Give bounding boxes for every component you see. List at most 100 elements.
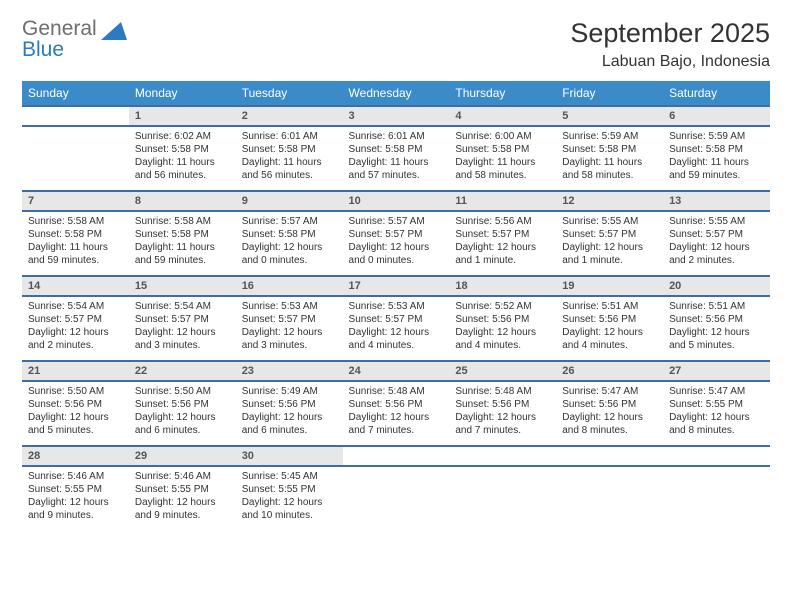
day-number: 20 [663, 277, 770, 295]
daylight-line: Daylight: 11 hours [562, 156, 657, 169]
day-cell-body [449, 466, 556, 530]
day-number: 21 [22, 362, 129, 380]
daylight-line: and 3 minutes. [135, 339, 230, 352]
day-cell-body: Sunrise: 5:56 AMSunset: 5:57 PMDaylight:… [449, 211, 556, 276]
calendar-page: General Blue September 2025 Labuan Bajo,… [0, 0, 792, 548]
day-content: Sunrise: 5:58 AMSunset: 5:58 PMDaylight:… [129, 212, 236, 275]
daylight-line: Daylight: 12 hours [669, 326, 764, 339]
sunrise-line: Sunrise: 5:49 AM [242, 385, 337, 398]
day-cell-header: 25 [449, 361, 556, 381]
daylight-line: and 56 minutes. [242, 169, 337, 182]
daylight-line: Daylight: 12 hours [242, 411, 337, 424]
day-number: 23 [236, 362, 343, 380]
day-number [22, 107, 129, 125]
daylight-line: Daylight: 11 hours [28, 241, 123, 254]
sunrise-line: Sunrise: 5:47 AM [669, 385, 764, 398]
daylight-line: and 7 minutes. [455, 424, 550, 437]
daylight-line: and 59 minutes. [28, 254, 123, 267]
day-content [449, 467, 556, 519]
day-cell-body: Sunrise: 5:46 AMSunset: 5:55 PMDaylight:… [129, 466, 236, 530]
day-content: Sunrise: 5:51 AMSunset: 5:56 PMDaylight:… [663, 297, 770, 360]
day-cell-header [449, 446, 556, 466]
weekday-header: Thursday [449, 81, 556, 106]
day-content [22, 127, 129, 179]
day-content: Sunrise: 5:46 AMSunset: 5:55 PMDaylight:… [22, 467, 129, 530]
daylight-line: Daylight: 11 hours [349, 156, 444, 169]
day-cell-body: Sunrise: 5:54 AMSunset: 5:57 PMDaylight:… [22, 296, 129, 361]
daylight-line: and 0 minutes. [349, 254, 444, 267]
calendar-table: SundayMondayTuesdayWednesdayThursdayFrid… [22, 81, 770, 530]
day-cell-header: 9 [236, 191, 343, 211]
day-number: 22 [129, 362, 236, 380]
day-cell-header [343, 446, 450, 466]
day-cell-body: Sunrise: 5:47 AMSunset: 5:55 PMDaylight:… [663, 381, 770, 446]
sunset-line: Sunset: 5:58 PM [135, 228, 230, 241]
day-cell-header: 21 [22, 361, 129, 381]
daylight-line: Daylight: 12 hours [455, 411, 550, 424]
sunrise-line: Sunrise: 5:59 AM [562, 130, 657, 143]
day-content: Sunrise: 5:51 AMSunset: 5:56 PMDaylight:… [556, 297, 663, 360]
daylight-line: Daylight: 12 hours [135, 496, 230, 509]
day-number: 14 [22, 277, 129, 295]
day-content: Sunrise: 5:50 AMSunset: 5:56 PMDaylight:… [22, 382, 129, 445]
daylight-line: and 1 minute. [562, 254, 657, 267]
sunrise-line: Sunrise: 5:48 AM [455, 385, 550, 398]
day-cell-header [556, 446, 663, 466]
sunset-line: Sunset: 5:55 PM [135, 483, 230, 496]
day-cell-body: Sunrise: 6:00 AMSunset: 5:58 PMDaylight:… [449, 126, 556, 191]
day-cell-body: Sunrise: 5:46 AMSunset: 5:55 PMDaylight:… [22, 466, 129, 530]
daylight-line: Daylight: 12 hours [135, 411, 230, 424]
week-content-row: Sunrise: 5:46 AMSunset: 5:55 PMDaylight:… [22, 466, 770, 530]
day-content: Sunrise: 5:57 AMSunset: 5:57 PMDaylight:… [343, 212, 450, 275]
day-cell-body: Sunrise: 5:53 AMSunset: 5:57 PMDaylight:… [236, 296, 343, 361]
sunrise-line: Sunrise: 6:01 AM [242, 130, 337, 143]
daylight-line: and 9 minutes. [135, 509, 230, 522]
daylight-line: Daylight: 11 hours [135, 241, 230, 254]
day-content: Sunrise: 5:59 AMSunset: 5:58 PMDaylight:… [663, 127, 770, 190]
day-cell-header: 3 [343, 106, 450, 126]
daylight-line: and 59 minutes. [669, 169, 764, 182]
day-cell-body: Sunrise: 5:53 AMSunset: 5:57 PMDaylight:… [343, 296, 450, 361]
sunset-line: Sunset: 5:55 PM [242, 483, 337, 496]
day-cell-header: 12 [556, 191, 663, 211]
day-content: Sunrise: 5:58 AMSunset: 5:58 PMDaylight:… [22, 212, 129, 275]
weekday-header: Friday [556, 81, 663, 106]
day-cell-body: Sunrise: 5:57 AMSunset: 5:58 PMDaylight:… [236, 211, 343, 276]
sunset-line: Sunset: 5:56 PM [242, 398, 337, 411]
weekday-header: Sunday [22, 81, 129, 106]
day-content: Sunrise: 5:57 AMSunset: 5:58 PMDaylight:… [236, 212, 343, 275]
daylight-line: Daylight: 12 hours [28, 326, 123, 339]
sunset-line: Sunset: 5:56 PM [28, 398, 123, 411]
weekday-header: Wednesday [343, 81, 450, 106]
day-cell-header: 5 [556, 106, 663, 126]
topbar: General Blue September 2025 Labuan Bajo,… [22, 18, 770, 71]
sunrise-line: Sunrise: 5:45 AM [242, 470, 337, 483]
day-cell-header: 19 [556, 276, 663, 296]
day-content: Sunrise: 5:49 AMSunset: 5:56 PMDaylight:… [236, 382, 343, 445]
sunset-line: Sunset: 5:58 PM [242, 228, 337, 241]
day-number: 8 [129, 192, 236, 210]
day-content: Sunrise: 6:02 AMSunset: 5:58 PMDaylight:… [129, 127, 236, 190]
sunset-line: Sunset: 5:58 PM [28, 228, 123, 241]
sunset-line: Sunset: 5:56 PM [669, 313, 764, 326]
sunrise-line: Sunrise: 5:55 AM [562, 215, 657, 228]
sunrise-line: Sunrise: 5:54 AM [135, 300, 230, 313]
day-cell-body: Sunrise: 5:51 AMSunset: 5:56 PMDaylight:… [663, 296, 770, 361]
day-number: 17 [343, 277, 450, 295]
sunset-line: Sunset: 5:55 PM [669, 398, 764, 411]
day-cell-header: 7 [22, 191, 129, 211]
daylight-line: Daylight: 12 hours [28, 411, 123, 424]
day-cell-header: 23 [236, 361, 343, 381]
day-cell-header: 10 [343, 191, 450, 211]
daylight-line: Daylight: 12 hours [669, 411, 764, 424]
day-cell-header: 24 [343, 361, 450, 381]
sunrise-line: Sunrise: 5:48 AM [349, 385, 444, 398]
weekday-header: Monday [129, 81, 236, 106]
week-daynum-row: 282930 [22, 446, 770, 466]
week-content-row: Sunrise: 5:50 AMSunset: 5:56 PMDaylight:… [22, 381, 770, 446]
day-number: 10 [343, 192, 450, 210]
daylight-line: and 10 minutes. [242, 509, 337, 522]
day-cell-header: 13 [663, 191, 770, 211]
day-cell-body: Sunrise: 6:01 AMSunset: 5:58 PMDaylight:… [236, 126, 343, 191]
day-cell-header: 28 [22, 446, 129, 466]
